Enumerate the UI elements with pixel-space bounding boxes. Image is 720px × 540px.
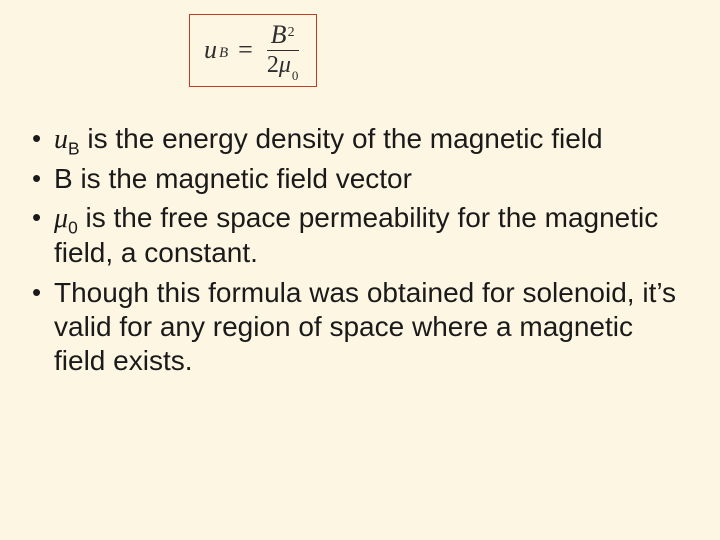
bullet-3-text: is the free space permeability for the m… bbox=[54, 202, 658, 268]
bullet-1-subscript: B bbox=[68, 139, 80, 159]
formula-lhs-subscript: B bbox=[219, 46, 228, 61]
bullet-1-text: is the energy density of the magnetic fi… bbox=[80, 123, 603, 154]
formula-equals: = bbox=[238, 37, 253, 63]
bullet-1: uB is the energy density of the magnetic… bbox=[28, 122, 680, 157]
formula-den-symbol: μ bbox=[279, 53, 291, 78]
formula-den-coeff: 2 bbox=[267, 53, 279, 78]
formula-fraction: B 2 2 μ 0 bbox=[263, 21, 303, 78]
formula-denominator: 2 μ 0 bbox=[263, 51, 303, 78]
formula-num-superscript: 2 bbox=[288, 26, 295, 41]
slide: u B = B 2 2 μ 0 uB is the energy density… bbox=[0, 0, 720, 540]
bullet-3: μ0 is the free space permeability for th… bbox=[28, 201, 680, 270]
formula: u B = B 2 2 μ 0 bbox=[204, 21, 302, 78]
bullet-4-text: Though this formula was obtained for sol… bbox=[54, 277, 676, 376]
bullet-3-subscript: 0 bbox=[68, 218, 78, 238]
bullet-2-text: B is the magnetic field vector bbox=[54, 163, 412, 194]
bullet-list: uB is the energy density of the magnetic… bbox=[28, 122, 680, 383]
bullet-1-symbol: u bbox=[54, 124, 68, 155]
bullet-4: Though this formula was obtained for sol… bbox=[28, 276, 680, 378]
formula-lhs-symbol: u bbox=[204, 37, 217, 63]
bullet-2: B is the magnetic field vector bbox=[28, 162, 680, 196]
formula-numerator: B 2 bbox=[267, 21, 299, 51]
bullet-3-symbol: μ bbox=[54, 203, 68, 234]
formula-lhs: u B bbox=[204, 37, 228, 63]
formula-box: u B = B 2 2 μ 0 bbox=[189, 14, 317, 87]
formula-num-symbol: B bbox=[271, 21, 287, 48]
formula-den-subscript: 0 bbox=[292, 69, 299, 83]
